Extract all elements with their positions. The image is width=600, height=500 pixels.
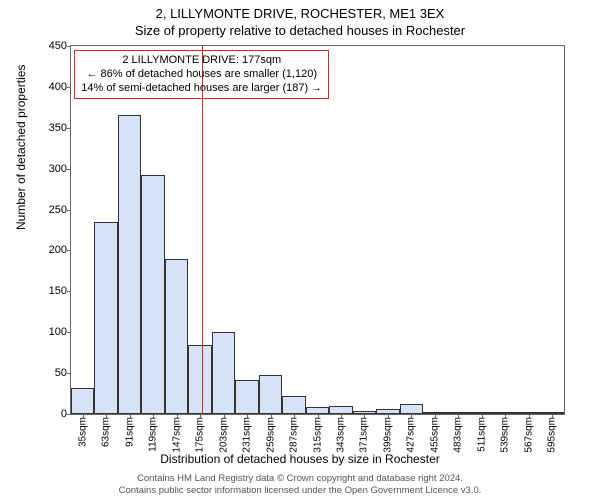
- histogram-bar: [400, 404, 423, 414]
- x-tick-label: 483sqm: [453, 414, 464, 453]
- marker-line: [202, 46, 204, 414]
- y-tick-mark: [67, 373, 71, 374]
- histogram-bar: [306, 407, 329, 414]
- x-tick-label: 455sqm: [429, 414, 440, 453]
- x-tick-label: 399sqm: [382, 414, 393, 453]
- histogram-bar: [353, 411, 376, 414]
- histogram-bar: [94, 222, 117, 414]
- x-tick-label: 511sqm: [476, 414, 487, 452]
- x-tick-label: 315sqm: [312, 414, 323, 453]
- title-line-1: 2, LILLYMONTE DRIVE, ROCHESTER, ME1 3EX: [0, 0, 600, 21]
- x-tick-mark: [200, 414, 201, 418]
- histogram-bar: [376, 409, 399, 414]
- x-tick-label: 147sqm: [171, 414, 182, 453]
- annotation-line: ← 86% of detached houses are smaller (1,…: [81, 68, 322, 82]
- x-tick-mark: [177, 414, 178, 418]
- footer-attribution: Contains HM Land Registry data © Crown c…: [0, 473, 600, 497]
- y-axis-label: Number of detached properties: [14, 65, 28, 230]
- x-tick-label: 567sqm: [523, 414, 534, 453]
- title-line-2: Size of property relative to detached ho…: [0, 21, 600, 38]
- x-tick-mark: [83, 414, 84, 418]
- x-tick-label: 203sqm: [218, 414, 229, 453]
- y-tick-mark: [67, 128, 71, 129]
- x-tick-label: 539sqm: [500, 414, 511, 453]
- x-axis-label: Distribution of detached houses by size …: [0, 452, 600, 466]
- histogram-bar: [517, 412, 540, 414]
- x-tick-mark: [153, 414, 154, 418]
- histogram-bar: [282, 396, 305, 414]
- x-tick-label: 63sqm: [101, 414, 112, 447]
- histogram-bar: [118, 115, 141, 414]
- x-tick-label: 175sqm: [195, 414, 206, 453]
- x-tick-mark: [482, 414, 483, 418]
- histogram-bar: [141, 175, 164, 414]
- histogram-bar: [541, 412, 564, 414]
- histogram-bar: [423, 412, 446, 414]
- histogram-bar: [212, 332, 235, 414]
- x-tick-mark: [435, 414, 436, 418]
- chart-container: 2, LILLYMONTE DRIVE, ROCHESTER, ME1 3EX …: [0, 0, 600, 500]
- x-tick-mark: [341, 414, 342, 418]
- annotation-line: 14% of semi-detached houses are larger (…: [81, 82, 322, 96]
- x-tick-label: 427sqm: [406, 414, 417, 453]
- y-tick-mark: [67, 46, 71, 47]
- x-tick-mark: [388, 414, 389, 418]
- plot-area: 05010015020025030035040045035sqm63sqm91s…: [70, 45, 565, 415]
- footer-line-2: Contains public sector information licen…: [0, 485, 600, 497]
- y-tick-mark: [67, 250, 71, 251]
- histogram-bar: [165, 259, 188, 414]
- x-tick-mark: [552, 414, 553, 418]
- x-tick-mark: [271, 414, 272, 418]
- y-tick-mark: [67, 210, 71, 211]
- x-tick-label: 35sqm: [77, 414, 88, 447]
- x-tick-mark: [458, 414, 459, 418]
- histogram-bar: [470, 412, 493, 414]
- x-tick-label: 343sqm: [335, 414, 346, 453]
- annotation-box: 2 LILLYMONTE DRIVE: 177sqm← 86% of detac…: [74, 50, 329, 99]
- x-tick-mark: [106, 414, 107, 418]
- histogram-bar: [259, 375, 282, 414]
- x-tick-mark: [247, 414, 248, 418]
- y-tick-mark: [67, 332, 71, 333]
- x-tick-mark: [318, 414, 319, 418]
- histogram-bar: [447, 412, 470, 414]
- y-tick-mark: [67, 87, 71, 88]
- histogram-bar: [71, 388, 94, 414]
- x-tick-label: 231sqm: [242, 414, 253, 453]
- x-tick-label: 287sqm: [289, 414, 300, 453]
- histogram-bar: [235, 380, 258, 414]
- histogram-bar: [188, 345, 211, 414]
- annotation-line: 2 LILLYMONTE DRIVE: 177sqm: [81, 54, 322, 68]
- x-tick-mark: [294, 414, 295, 418]
- x-tick-label: 371sqm: [359, 414, 370, 453]
- y-tick-mark: [67, 291, 71, 292]
- x-tick-mark: [130, 414, 131, 418]
- x-tick-mark: [505, 414, 506, 418]
- x-tick-label: 91sqm: [124, 414, 135, 447]
- y-tick-mark: [67, 169, 71, 170]
- x-tick-label: 119sqm: [148, 414, 159, 452]
- x-tick-label: 259sqm: [265, 414, 276, 453]
- x-tick-mark: [364, 414, 365, 418]
- x-tick-mark: [224, 414, 225, 418]
- x-tick-label: 595sqm: [547, 414, 558, 453]
- y-tick-mark: [67, 414, 71, 415]
- footer-line-1: Contains HM Land Registry data © Crown c…: [0, 473, 600, 485]
- x-tick-mark: [411, 414, 412, 418]
- histogram-bar: [329, 406, 352, 414]
- x-tick-mark: [529, 414, 530, 418]
- histogram-bar: [494, 412, 517, 414]
